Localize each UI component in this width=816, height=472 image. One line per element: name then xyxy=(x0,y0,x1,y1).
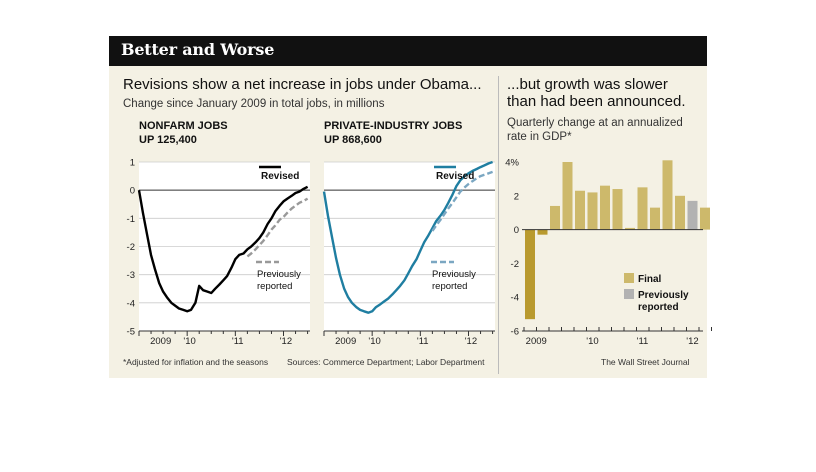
gdp-bar-final xyxy=(637,187,648,230)
gdp-bar-final xyxy=(575,190,585,230)
nonfarm-y-tick-label: -2 xyxy=(127,242,135,253)
gdp-legend-previous-swatch xyxy=(624,289,634,299)
nonfarm-y-tick-label: 1 xyxy=(130,158,135,169)
right-headline-2: than had been announced. xyxy=(507,93,686,110)
credit: The Wall Street Journal xyxy=(601,357,690,367)
gdp-bar-final xyxy=(700,207,710,230)
gdp-bar-final xyxy=(537,229,548,235)
right-headline-1: ...but growth was slower xyxy=(507,76,668,93)
private-title: PRIVATE-INDUSTRY JOBS xyxy=(324,120,463,132)
right-subhead-2: rate in GDP* xyxy=(507,131,572,143)
gdp-bar-previous xyxy=(687,200,698,230)
gdp-x-tick-label: 2009 xyxy=(526,336,547,347)
private-x-tick-label: '11 xyxy=(417,336,429,347)
right-subhead-1: Quarterly change at an annualized xyxy=(507,117,683,129)
sources: Sources: Commerce Department; Labor Depa… xyxy=(287,357,485,367)
infographic: Better and Worse Revisions show a net in… xyxy=(109,36,712,378)
nonfarm-legend-revised-label: Revised xyxy=(261,171,299,182)
nonfarm-subtitle: UP 125,400 xyxy=(139,134,197,146)
private-subtitle: UP 868,600 xyxy=(324,134,382,146)
nonfarm-y-tick-label: -4 xyxy=(127,298,135,309)
private-x-tick-label: 2009 xyxy=(335,336,356,347)
private-series-revised xyxy=(322,160,494,314)
private-legend-previous-label-1: Previously xyxy=(432,269,476,280)
gdp-chart: 4% 2 0 -2 -4 -6 2009 '10 '11 '12 Final Previouslyre… xyxy=(505,158,712,347)
gdp-y-tick-label: 4% xyxy=(505,158,519,169)
gdp-bar-final xyxy=(550,205,560,230)
gdp-x-tick-label: '10 xyxy=(586,336,598,347)
gdp-legend-final-label: Final xyxy=(638,274,662,285)
gdp-bar-final xyxy=(562,162,573,230)
gdp-x-tick-label: '11 xyxy=(637,336,649,347)
nonfarm-chart: 2009 '10 '11 '12 1 0 -1 -2 -3 -4 -5 Revised Previous… xyxy=(127,158,310,347)
nonfarm-x-tick-label: '12 xyxy=(280,336,292,347)
gdp-legend-final-swatch xyxy=(624,273,634,283)
footnote: *Adjusted for inflation and the seasons xyxy=(123,357,269,367)
gdp-bar-final xyxy=(525,229,535,320)
gdp-y-tick-label: -4 xyxy=(511,293,519,304)
nonfarm-series-previous xyxy=(246,197,309,258)
nonfarm-title: NONFARM JOBS xyxy=(139,120,228,132)
gdp-y-tick-label: 2 xyxy=(514,191,519,202)
private-legend-revised-label: Revised xyxy=(436,171,474,182)
nonfarm-x-tick-label: 2009 xyxy=(150,336,171,347)
nonfarm-legend-previous-label-2: reported xyxy=(257,281,292,292)
private-x-tick-label: '10 xyxy=(368,336,380,347)
gdp-bar-final xyxy=(650,207,660,230)
private-series-previous xyxy=(431,170,494,232)
nonfarm-y-tick-label: -3 xyxy=(127,270,135,281)
gdp-bar-final xyxy=(587,192,598,230)
gdp-legend-previous-label-2: reported xyxy=(638,302,679,313)
private-x-tick-label: '12 xyxy=(465,336,477,347)
gdp-y-tick-label: -6 xyxy=(511,327,519,338)
private-legend-previous-label-2: reported xyxy=(432,281,467,292)
nonfarm-series-revised xyxy=(137,185,309,313)
left-headline: Revisions show a net increase in jobs un… xyxy=(123,76,482,93)
nonfarm-y-tick-label: -1 xyxy=(127,214,135,225)
left-subhead: Change since January 2009 in total jobs,… xyxy=(123,98,385,110)
gdp-legend-previous-label-1: Previously xyxy=(638,290,689,301)
banner-title: Better and Worse xyxy=(121,40,275,59)
nonfarm-y-tick-label: 0 xyxy=(130,186,135,197)
gdp-y-tick-label: 0 xyxy=(514,225,519,236)
gdp-x-tick-label: '12 xyxy=(686,336,698,347)
nonfarm-y-tick-label: -5 xyxy=(127,327,135,338)
section-divider xyxy=(498,76,499,374)
gdp-bar-final xyxy=(612,189,623,230)
gdp-y-tick-label: -2 xyxy=(511,259,519,270)
nonfarm-x-tick-label: '10 xyxy=(183,336,195,347)
gdp-bar-final xyxy=(625,227,635,230)
nonfarm-legend-previous-label-1: Previously xyxy=(257,269,301,280)
banner: Better and Worse xyxy=(109,36,707,66)
gdp-bar-final xyxy=(675,195,685,230)
nonfarm-x-tick-label: '11 xyxy=(232,336,244,347)
gdp-bar-final xyxy=(662,160,673,230)
gdp-bar-final xyxy=(600,185,610,230)
